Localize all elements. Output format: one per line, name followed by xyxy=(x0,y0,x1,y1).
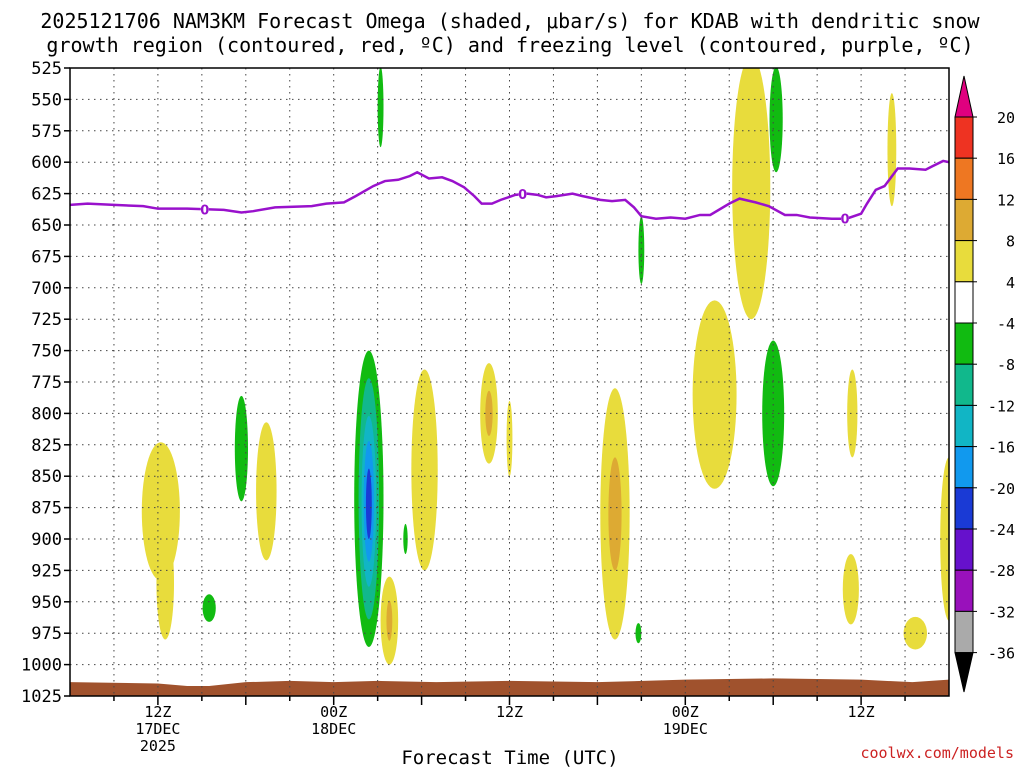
y-tick-label: 925 xyxy=(31,561,62,581)
y-tick-label: 650 xyxy=(31,216,62,236)
omega-region-16 xyxy=(485,390,493,437)
colorbar-bottom-triangle xyxy=(954,652,974,693)
y-tick-label: 850 xyxy=(31,467,62,487)
y-tick-label: 600 xyxy=(31,153,62,173)
colorbar-bin xyxy=(954,116,974,159)
omega-region-22 xyxy=(732,68,771,320)
omega-region-28 xyxy=(887,93,897,207)
colorbar-label: -12 xyxy=(988,397,1015,415)
freezing-level-contour: 0 0 0 xyxy=(70,159,949,228)
colorbar-bin xyxy=(954,569,974,612)
y-tick-label: 725 xyxy=(31,310,62,330)
colorbar-label: -8 xyxy=(997,356,1015,374)
y-tick-label: 700 xyxy=(31,279,62,299)
colorbar: 20 16 12 8 4 -4 -8 -12 -16 -20 -24 -28 -32 -36 xyxy=(954,75,1015,693)
colorbar-label: 20 xyxy=(997,109,1015,127)
colorbar-bin xyxy=(954,322,974,365)
omega-region-17 xyxy=(506,400,513,477)
y-tick-label: 875 xyxy=(31,499,62,519)
omega-region-4 xyxy=(256,422,277,561)
x-tick-label: 18DEC xyxy=(311,720,356,738)
freezing-level-label: 0 xyxy=(840,213,849,228)
omega-region-10 xyxy=(365,468,372,539)
y-tick-label: 675 xyxy=(31,247,62,267)
freezing-level-label-bg xyxy=(200,203,209,216)
x-tick-label: 12Z xyxy=(144,703,171,721)
colorbar-label: 12 xyxy=(997,191,1015,209)
omega-region-5 xyxy=(377,68,384,148)
omega-region-23 xyxy=(692,300,737,489)
colorbar-label: -20 xyxy=(988,480,1015,498)
chart-title-line-1: 2025121706 NAM3KM Forecast Omega (shaded… xyxy=(40,9,980,33)
omega-region-21 xyxy=(638,216,645,285)
x-tick-label: 17DEC xyxy=(135,720,180,738)
colorbar-label: 8 xyxy=(1006,233,1015,251)
colorbar-label: -4 xyxy=(997,315,1015,333)
x-tick-label: 12Z xyxy=(848,703,875,721)
y-tick-label: 575 xyxy=(31,122,62,142)
gridlines xyxy=(70,68,949,696)
omega-shading xyxy=(141,68,949,665)
colorbar-bin xyxy=(954,446,974,489)
freezing-level-label-bg xyxy=(840,212,849,225)
y-tick-label: 975 xyxy=(31,624,62,644)
omega-region-19 xyxy=(608,457,622,571)
omega-region-26 xyxy=(847,369,858,458)
y-tick-label: 625 xyxy=(31,185,62,205)
colorbar-label: 16 xyxy=(997,150,1015,168)
y-tick-label: 1025 xyxy=(21,687,62,707)
omega-region-29 xyxy=(903,616,928,650)
y-tick-label: 825 xyxy=(31,436,62,456)
omega-region-20 xyxy=(635,623,642,644)
omega-region-13 xyxy=(386,600,393,641)
freezing-level-label: 0 xyxy=(518,188,527,203)
colorbar-bin xyxy=(954,610,974,654)
colorbar-bin xyxy=(954,487,974,530)
colorbar-top-triangle xyxy=(954,75,974,118)
chart-title-line-2: growth region (contoured, red, ºC) and f… xyxy=(46,33,973,57)
omega-region-24 xyxy=(769,68,783,173)
colorbar-bin xyxy=(954,240,974,283)
y-axis: 525 550 575 600 625 650 675 700 725 750 775 800 825 8… xyxy=(21,59,70,707)
omega-region-1 xyxy=(156,526,175,640)
colorbar-label: -32 xyxy=(988,603,1015,621)
freezing-level-label-bg xyxy=(518,188,527,201)
colorbar-label: -36 xyxy=(988,645,1015,663)
omega-region-27 xyxy=(842,554,859,625)
freezing-level-label: 0 xyxy=(200,203,209,218)
colorbar-bin xyxy=(954,404,974,448)
omega-region-3 xyxy=(234,395,248,502)
colorbar-bin xyxy=(954,528,974,571)
colorbar-bin xyxy=(954,281,974,324)
omega-region-30 xyxy=(940,457,949,621)
colorbar-bin xyxy=(954,363,974,406)
credit-text: coolwx.com/models xyxy=(860,744,1014,762)
colorbar-label: -28 xyxy=(988,562,1015,580)
y-tick-label: 750 xyxy=(31,342,62,362)
colorbar-label: -24 xyxy=(988,521,1015,539)
y-tick-label: 1000 xyxy=(21,656,62,676)
y-tick-label: 550 xyxy=(31,90,62,110)
y-tick-label: 900 xyxy=(31,530,62,550)
colorbar-bin xyxy=(954,157,974,200)
plot-frame xyxy=(69,67,950,697)
x-tick-label: 00Z xyxy=(672,703,699,721)
x-tick-label: 19DEC xyxy=(663,720,708,738)
colorbar-label: 4 xyxy=(1006,274,1015,292)
x-axis-label: Forecast Time (UTC) xyxy=(401,747,618,768)
colorbar-bin xyxy=(954,198,974,242)
y-tick-label: 775 xyxy=(31,373,62,393)
omega-region-2 xyxy=(202,594,216,622)
y-tick-label: 950 xyxy=(31,593,62,613)
omega-region-14 xyxy=(411,369,438,571)
y-tick-label: 525 xyxy=(31,59,62,79)
colorbar-label: -16 xyxy=(988,439,1015,457)
y-tick-label: 800 xyxy=(31,404,62,424)
x-tick-label: 00Z xyxy=(320,703,347,721)
omega-region-11 xyxy=(403,523,408,555)
x-tick-label: 2025 xyxy=(140,737,176,755)
x-tick-label: 12Z xyxy=(496,703,523,721)
